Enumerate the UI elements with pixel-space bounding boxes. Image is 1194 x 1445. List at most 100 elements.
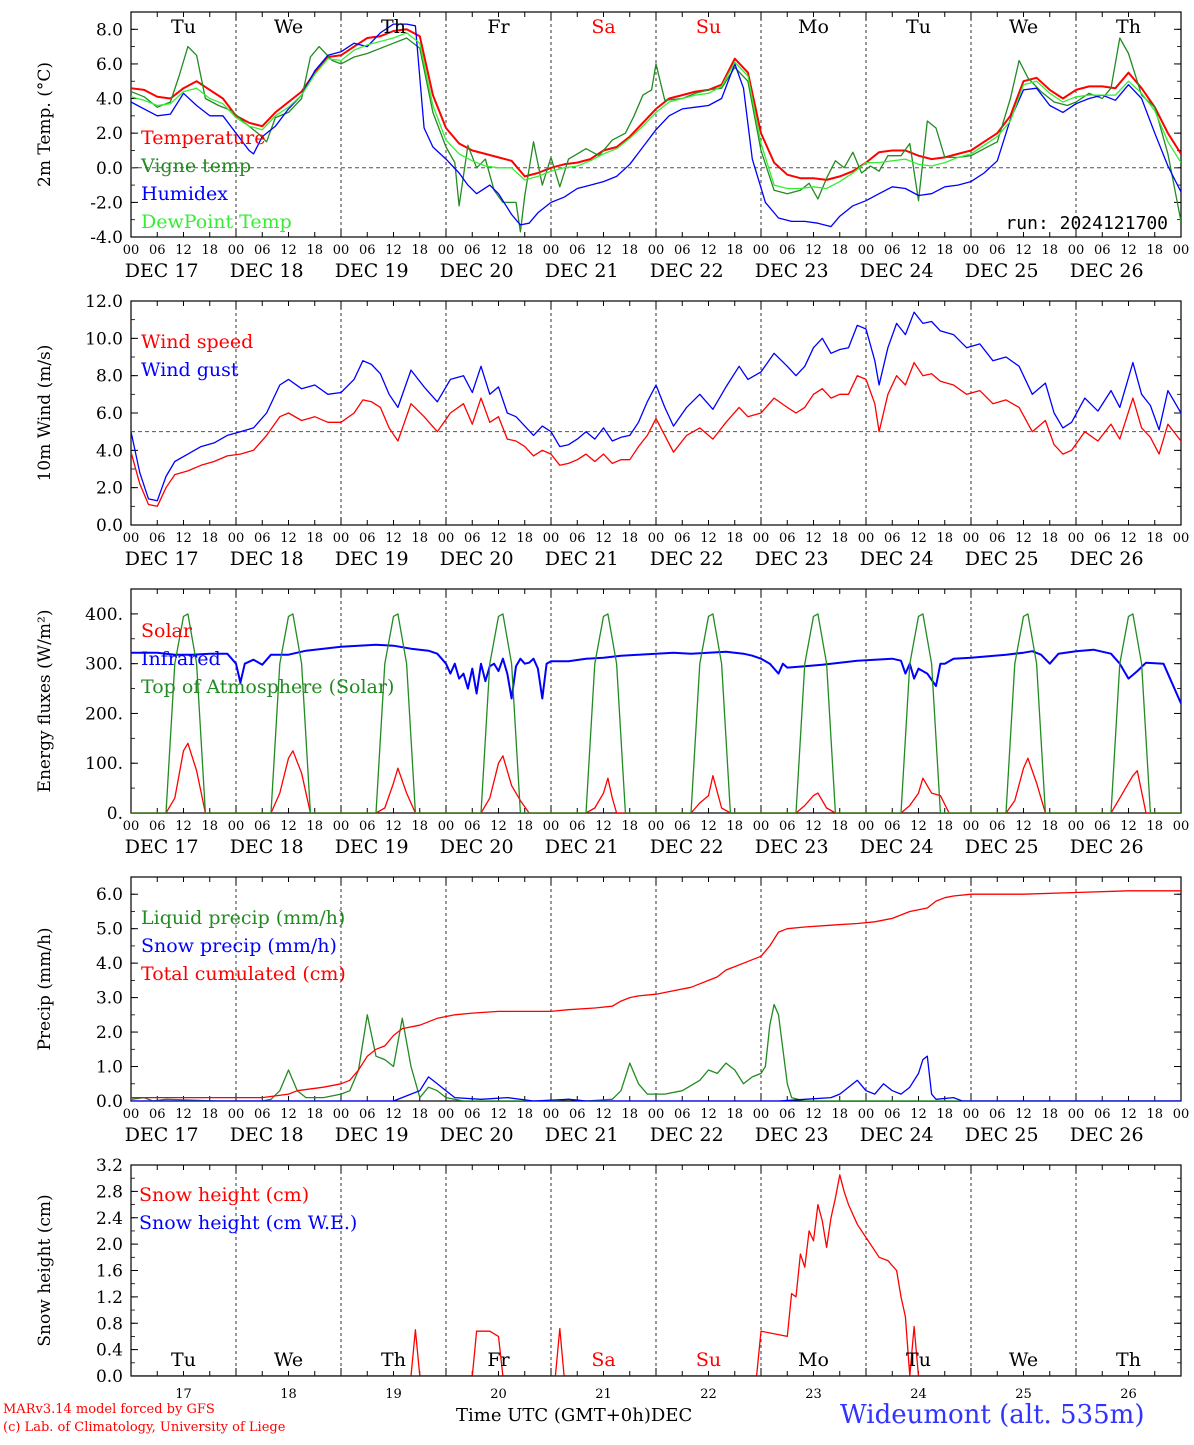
hour-tick-label: 12 (1120, 243, 1137, 258)
weekday-label: Mo (798, 16, 829, 38)
hour-tick-label: 06 (569, 531, 586, 546)
hour-tick-label: 18 (831, 243, 848, 258)
credit-line-1: MARv3.14 model forced by GFS (3, 1402, 215, 1417)
hour-tick-label: 06 (674, 1107, 691, 1122)
hour-tick-label: 12 (1015, 819, 1032, 834)
legend-entry: DewPoint Temp (141, 211, 292, 233)
series-line-top-of-atmosphere-solar- (131, 613, 1181, 813)
hour-tick-label: 06 (569, 1107, 586, 1122)
hour-tick-label: 00 (648, 531, 665, 546)
credit-line-2: (c) Lab. of Climatology, University of L… (3, 1420, 286, 1435)
hour-tick-label: 00 (543, 531, 560, 546)
hour-tick-label: 12 (1120, 1107, 1137, 1122)
y-tick-label: 0. (107, 804, 123, 824)
hour-tick-label: 12 (385, 1107, 402, 1122)
day-label: DEC 22 (650, 1124, 724, 1146)
y-tick-label: 1.2 (96, 1288, 123, 1308)
y-tick-label: 2.0 (96, 124, 123, 144)
legend-entry: Solar (141, 620, 193, 642)
hour-tick-label: 00 (1068, 1107, 1085, 1122)
hour-tick-label: 00 (123, 1107, 140, 1122)
panel-2: 0. 100. 200. 300. 400. Energy fluxes (W/m²) So… (35, 588, 1190, 858)
day-number-label: 19 (385, 1387, 402, 1402)
series-line-temperature (131, 28, 1181, 181)
hour-tick-label: 06 (359, 1107, 376, 1122)
y-tick-label: 0.8 (96, 1314, 123, 1334)
day-label: DEC 20 (440, 836, 514, 858)
y-tick-label: 1.6 (96, 1262, 123, 1282)
hour-tick-label: 06 (569, 243, 586, 258)
hour-tick-label: 06 (254, 243, 271, 258)
panel-3: 0.0 1.0 2.0 3.0 4.0 5.0 6.0 Precip (mm/h) Liquid… (35, 876, 1189, 1146)
hour-tick-label: 00 (1173, 243, 1190, 258)
hour-tick-label: 18 (306, 819, 323, 834)
hour-tick-label: 12 (805, 531, 822, 546)
day-label: DEC 23 (755, 260, 829, 282)
series-line-liquid-precip-mm-h- (131, 1003, 1181, 1101)
y-tick-label: 4.0 (96, 441, 123, 461)
hour-tick-label: 06 (359, 531, 376, 546)
weekday-label: We (1009, 16, 1038, 38)
y-tick-label: 12.0 (85, 292, 123, 312)
day-number-label: 18 (280, 1387, 297, 1402)
y-tick-label: 4.0 (96, 90, 123, 110)
hour-tick-label: 12 (1015, 243, 1032, 258)
hour-tick-label: 00 (858, 243, 875, 258)
hour-tick-label: 06 (1094, 531, 1111, 546)
hour-tick-label: 00 (753, 243, 770, 258)
hour-tick-label: 06 (569, 819, 586, 834)
hour-tick-label: 00 (1173, 819, 1190, 834)
hour-tick-label: 00 (438, 1107, 455, 1122)
day-label: DEC 17 (125, 1124, 199, 1146)
hour-tick-label: 06 (254, 531, 271, 546)
hour-tick-label: 12 (1015, 1107, 1032, 1122)
hour-tick-label: 00 (753, 1107, 770, 1122)
y-tick-label: 0.0 (96, 1092, 123, 1112)
hour-tick-label: 12 (175, 819, 192, 834)
legend-entry: Humidex (141, 183, 228, 205)
day-label: DEC 17 (125, 260, 199, 282)
y-tick-label: -2.0 (90, 193, 123, 213)
weekday-label: Th (1116, 1349, 1141, 1371)
weekday-label: We (1009, 1349, 1038, 1371)
panel-1: 0.0 2.0 4.0 6.0 8.0 10.0 12.0 10m Wind (m/s) Win… (35, 292, 1189, 570)
hour-tick-label: 06 (464, 819, 481, 834)
y-tick-label: 300. (85, 655, 123, 675)
hour-tick-label: 18 (831, 1107, 848, 1122)
hour-tick-label: 12 (490, 1107, 507, 1122)
run-annotation: run: 2024121700 (1005, 213, 1168, 234)
y-tick-label: 2.0 (96, 1023, 123, 1043)
y-tick-label: 2.8 (96, 1182, 123, 1202)
day-label: DEC 18 (230, 1124, 304, 1146)
hour-tick-label: 12 (175, 531, 192, 546)
day-number-label: 21 (595, 1387, 612, 1402)
hour-tick-label: 18 (516, 1107, 533, 1122)
y-tick-label: 2.4 (96, 1209, 123, 1229)
hour-tick-label: 00 (228, 1107, 245, 1122)
hour-tick-label: 00 (438, 819, 455, 834)
hour-tick-label: 00 (1173, 531, 1190, 546)
hour-tick-label: 06 (989, 819, 1006, 834)
series-line-infrared (131, 643, 1181, 704)
day-label: DEC 19 (335, 548, 409, 570)
series-line-total-cumulated-cm- (131, 890, 1181, 1099)
hour-tick-label: 00 (333, 1107, 350, 1122)
hour-tick-label: 18 (411, 531, 428, 546)
hour-tick-label: 06 (149, 819, 166, 834)
day-number-label: 24 (910, 1387, 927, 1402)
y-tick-label: 8.0 (96, 20, 123, 40)
hour-tick-label: 12 (595, 531, 612, 546)
hour-tick-label: 06 (464, 531, 481, 546)
hour-tick-label: 18 (516, 531, 533, 546)
hour-tick-label: 18 (1041, 819, 1058, 834)
hour-tick-label: 00 (228, 243, 245, 258)
legend-entry: Temperature (141, 127, 265, 149)
weekday-label: Fr (487, 16, 510, 38)
hour-tick-label: 12 (385, 243, 402, 258)
hour-tick-label: 06 (989, 531, 1006, 546)
hour-tick-label: 00 (1068, 819, 1085, 834)
day-label: DEC 23 (755, 1124, 829, 1146)
y-tick-label: 6.0 (96, 55, 123, 75)
y-tick-label: 3.2 (96, 1156, 123, 1176)
hour-tick-label: 06 (149, 1107, 166, 1122)
